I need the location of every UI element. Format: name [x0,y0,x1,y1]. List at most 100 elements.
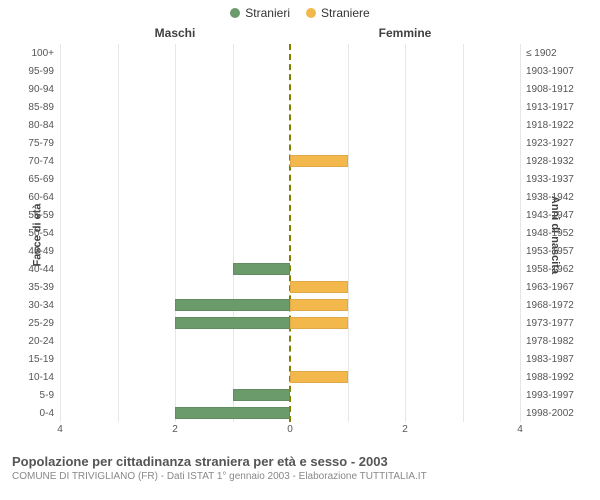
table-row: 70-741928-1932 [60,152,520,170]
age-label: 10-14 [28,372,60,383]
table-row: 85-891913-1917 [60,98,520,116]
half-female [290,314,520,332]
half-female [290,188,520,206]
half-female [290,62,520,80]
half-female [290,242,520,260]
bar-male [233,263,291,276]
birth-year-label: 1948-1952 [520,228,574,239]
half-female [290,80,520,98]
x-tick: 4 [57,424,63,435]
bar-male [175,299,290,312]
table-row: 60-641938-1942 [60,188,520,206]
half-male [60,98,290,116]
half-male [60,260,290,278]
birth-year-label: 1913-1917 [520,102,574,113]
age-label: 25-29 [28,318,60,329]
age-label: 20-24 [28,336,60,347]
table-row: 15-191983-1987 [60,350,520,368]
birth-year-label: 1938-1942 [520,192,574,203]
caption-subtitle: COMUNE DI TRIVIGLIANO (FR) - Dati ISTAT … [12,471,588,482]
age-label: 90-94 [28,84,60,95]
bar-female [290,371,348,384]
column-title-male: Maschi [155,26,196,40]
half-female [290,278,520,296]
age-label: 50-54 [28,228,60,239]
half-male [60,404,290,422]
column-title-female: Femmine [379,26,432,40]
half-male [60,80,290,98]
half-male [60,170,290,188]
table-row: 100+≤ 1902 [60,44,520,62]
table-row: 40-441958-1962 [60,260,520,278]
swatch-female [306,8,316,18]
bar-male [175,407,290,420]
age-label: 45-49 [28,246,60,257]
x-tick: 0 [287,424,293,435]
half-male [60,368,290,386]
table-row: 90-941908-1912 [60,80,520,98]
chart: Maschi Femmine Fasce di età Anni di nasc… [0,20,600,450]
age-label: 60-64 [28,192,60,203]
half-female [290,224,520,242]
half-male [60,350,290,368]
age-label: 95-99 [28,66,60,77]
age-label: 65-69 [28,174,60,185]
table-row: 20-241978-1982 [60,332,520,350]
bar-male [175,317,290,330]
table-row: 25-291973-1977 [60,314,520,332]
birth-year-label: 1968-1972 [520,300,574,311]
half-male [60,296,290,314]
half-male [60,116,290,134]
x-tick: 2 [172,424,178,435]
table-row: 30-341968-1972 [60,296,520,314]
birth-year-label: 1933-1937 [520,174,574,185]
birth-year-label: ≤ 1902 [520,48,557,59]
table-row: 65-691933-1937 [60,170,520,188]
birth-year-label: 1963-1967 [520,282,574,293]
bar-female [290,281,348,294]
half-female [290,350,520,368]
age-label: 80-84 [28,120,60,131]
birth-year-label: 1998-2002 [520,408,574,419]
birth-year-label: 1908-1912 [520,84,574,95]
age-label: 35-39 [28,282,60,293]
age-label: 30-34 [28,300,60,311]
half-male [60,134,290,152]
legend-item-male: Stranieri [230,6,290,20]
birth-year-label: 1993-1997 [520,390,574,401]
birth-year-label: 1983-1987 [520,354,574,365]
table-row: 35-391963-1967 [60,278,520,296]
table-row: 55-591943-1947 [60,206,520,224]
age-label: 0-4 [40,408,60,419]
age-label: 75-79 [28,138,60,149]
half-female [290,260,520,278]
half-male [60,62,290,80]
legend-item-female: Straniere [306,6,370,20]
table-row: 95-991903-1907 [60,62,520,80]
table-row: 75-791923-1927 [60,134,520,152]
x-tick: 4 [517,424,523,435]
half-male [60,242,290,260]
age-label: 70-74 [28,156,60,167]
half-female [290,368,520,386]
half-female [290,386,520,404]
half-female [290,404,520,422]
legend-label-male: Stranieri [245,6,290,20]
bar-female [290,155,348,168]
half-male [60,278,290,296]
half-male [60,332,290,350]
half-male [60,152,290,170]
half-female [290,206,520,224]
bar-male [233,389,291,402]
birth-year-label: 1923-1927 [520,138,574,149]
birth-year-label: 1988-1992 [520,372,574,383]
swatch-male [230,8,240,18]
half-male [60,386,290,404]
table-row: 10-141988-1992 [60,368,520,386]
birth-year-label: 1928-1932 [520,156,574,167]
age-label: 55-59 [28,210,60,221]
age-label: 5-9 [40,390,60,401]
table-row: 0-41998-2002 [60,404,520,422]
half-female [290,116,520,134]
x-axis: 42024 [60,424,520,440]
